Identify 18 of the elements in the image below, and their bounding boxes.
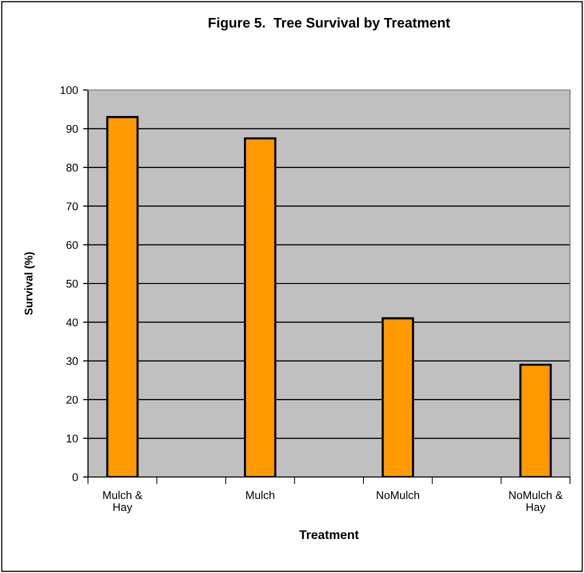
y-tick-label: 30: [66, 357, 78, 366]
y-tick-label: 40: [66, 318, 78, 326]
chart-title: Figure 5. Tree Survival by Treatment: [208, 17, 450, 30]
y-tick-label: 80: [66, 164, 78, 172]
y-axis-title: Survival (%): [24, 252, 35, 315]
x-tick-label: NoMulch & Hay: [509, 490, 563, 514]
y-tick-label: 20: [66, 396, 78, 404]
y-tick-label: 90: [66, 124, 78, 133]
y-tick-label: 60: [66, 241, 78, 249]
y-tick-label: 70: [66, 202, 78, 210]
x-tick-label: Mulch & Hay: [103, 490, 142, 514]
y-tick-label: 0: [72, 473, 78, 482]
y-tick-label: 10: [66, 434, 78, 442]
y-tick-label: 50: [66, 280, 78, 288]
x-tick-label: Mulch: [246, 490, 274, 500]
x-tick-label: NoMulch: [376, 490, 420, 500]
y-tick-label: 100: [60, 86, 78, 94]
x-axis-title: Treatment: [299, 530, 359, 540]
